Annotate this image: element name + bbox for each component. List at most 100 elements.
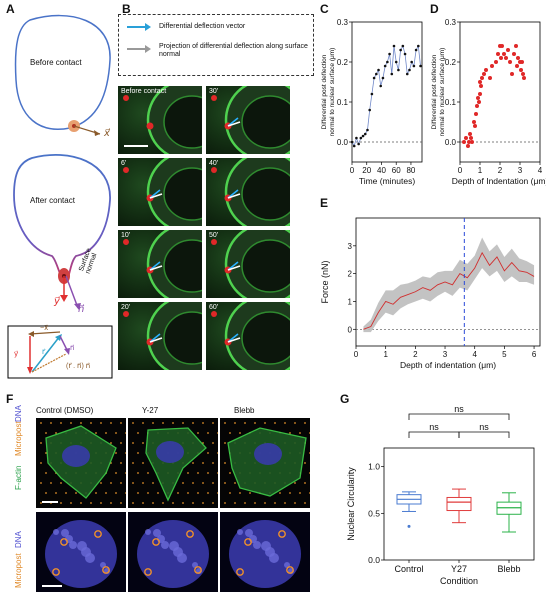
data-point (488, 76, 492, 80)
micropost-marker (55, 492, 57, 494)
data-point (410, 60, 413, 64)
micropost-marker (95, 492, 97, 494)
micropost-marker (120, 482, 122, 484)
micropost-marker (60, 482, 62, 484)
data-point (521, 72, 525, 76)
x-tick-label: 6 (532, 350, 537, 359)
micropost-marker (132, 422, 134, 424)
plot-frame (351, 21, 423, 163)
micropost-dot (146, 122, 154, 130)
plot-frame (355, 217, 541, 347)
x-axis-label: Depth of indentation (μm) (400, 360, 496, 370)
micropost-marker (187, 472, 189, 474)
data-point (484, 68, 488, 72)
micropost-marker (182, 502, 184, 504)
micropost-marker (125, 472, 126, 474)
micropost-marker (309, 492, 310, 494)
mean-line (363, 251, 535, 330)
after-contact-label: After contact (30, 196, 75, 205)
micropost-marker (137, 452, 139, 454)
y-tick-label: 0.0 (337, 138, 349, 147)
micropost-marker (207, 492, 209, 494)
chromatin-spot (69, 541, 77, 549)
significance-bracket (408, 431, 460, 438)
micropost-marker (249, 492, 251, 494)
micropost-marker (142, 422, 144, 424)
micropost-marker (100, 502, 102, 504)
micropost-marker (40, 482, 42, 484)
micropost-marker (132, 442, 134, 444)
micropost-marker (217, 472, 218, 474)
micropost-marker (157, 492, 159, 494)
data-point (355, 136, 358, 140)
error-band (363, 237, 535, 333)
nucleus (163, 239, 202, 293)
micropost-marker (50, 482, 52, 484)
frame-time-label: 40' (209, 160, 219, 167)
micropost-marker (202, 462, 204, 464)
micropost-marker (142, 462, 144, 464)
significance-label: ns (429, 422, 439, 432)
x-tick-label: Y27 (451, 564, 467, 574)
micrograph-frame: Before contact (118, 86, 202, 154)
micropost-marker (212, 482, 214, 484)
y-tick-label: 0.2 (445, 58, 457, 67)
data-point (401, 44, 405, 48)
data-point (405, 72, 409, 76)
micropost-marker (229, 432, 231, 434)
data-point (475, 104, 479, 108)
y-tick-label: 0.1 (337, 98, 349, 107)
actin-micrograph (128, 418, 218, 508)
panel-label-d: D (430, 2, 439, 16)
y-axis-label: Differential post deflection (431, 54, 438, 129)
micrograph-frame: 10' (118, 230, 202, 298)
micropost-ring (144, 568, 152, 576)
micropost-marker (70, 422, 72, 424)
x-tick-label: 5 (502, 350, 507, 359)
y-tick-label: 0.0 (445, 138, 457, 147)
panel-label-f: F (6, 392, 14, 406)
data-point (516, 56, 520, 60)
data-point (468, 132, 472, 136)
cell-outline-before (14, 14, 111, 130)
data-point (352, 144, 356, 148)
micropost-marker (125, 432, 126, 434)
data-point (472, 120, 476, 124)
micropost-dot (123, 311, 129, 317)
actin-micrograph (36, 418, 126, 508)
micropost-marker (90, 422, 92, 424)
micropost-marker (162, 502, 164, 504)
data-point (519, 68, 523, 72)
micropost-marker (137, 492, 139, 494)
chromatin-spot (261, 541, 271, 551)
significance-bracket (458, 431, 510, 438)
micropost-marker (105, 432, 107, 434)
micropost-marker (40, 462, 42, 464)
micropost-marker (110, 502, 112, 504)
micropost-marker (217, 432, 218, 434)
micropost-marker (100, 482, 102, 484)
micropost-marker (142, 482, 144, 484)
chromatin-spot (169, 541, 179, 551)
micropost-marker (207, 452, 209, 454)
micropost-marker (234, 422, 236, 424)
data-point (392, 44, 396, 48)
y-vector-label: y⃗ (54, 296, 60, 307)
panel-label-a: A (6, 2, 15, 16)
micrograph-frame: 50' (206, 230, 290, 298)
nucleus-dna (156, 441, 184, 463)
data-point (462, 140, 466, 144)
micropost-marker (304, 462, 306, 464)
data-point (510, 72, 514, 76)
projection-arrow (227, 193, 241, 199)
data-point (480, 76, 484, 80)
micropost-marker (212, 442, 214, 444)
y-tick-label: 0 (348, 325, 353, 334)
nucleus (163, 167, 202, 221)
panel-label-c: C (320, 2, 329, 16)
micropost-ring (186, 530, 194, 538)
x-tick-label: 1 (478, 166, 483, 175)
micropost-marker (120, 442, 122, 444)
nucleus (241, 239, 290, 293)
micropost-dot (211, 239, 217, 245)
